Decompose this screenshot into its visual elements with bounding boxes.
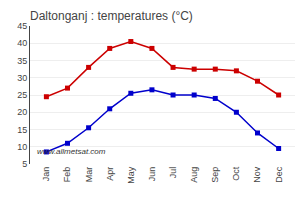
svg-text:Dec: Dec [274,166,284,183]
svg-text:10: 10 [17,142,27,152]
svg-text:May: May [126,166,136,184]
svg-text:Jul: Jul [168,167,178,179]
svg-text:Jun: Jun [147,167,157,182]
svg-text:Daltonganj : temperatures (°C): Daltonganj : temperatures (°C) [30,9,193,23]
svg-text:Nov: Nov [252,166,262,183]
svg-text:40: 40 [17,38,27,48]
svg-text:Mar: Mar [84,167,94,183]
svg-text:Jan: Jan [41,167,51,182]
svg-text:25: 25 [17,90,27,100]
svg-text:20: 20 [17,107,27,117]
svg-text:30: 30 [17,73,27,83]
svg-text:Sep: Sep [210,167,220,183]
svg-text:Apr: Apr [105,167,115,181]
svg-text:Feb: Feb [62,167,72,183]
svg-text:45: 45 [17,21,27,31]
svg-text:35: 35 [17,56,27,66]
svg-text:15: 15 [17,125,27,135]
svg-text:5: 5 [22,159,27,169]
svg-text:www.allmetsat.com: www.allmetsat.com [37,147,106,156]
svg-text:Aug: Aug [189,167,199,183]
svg-text:Oct: Oct [231,166,241,181]
